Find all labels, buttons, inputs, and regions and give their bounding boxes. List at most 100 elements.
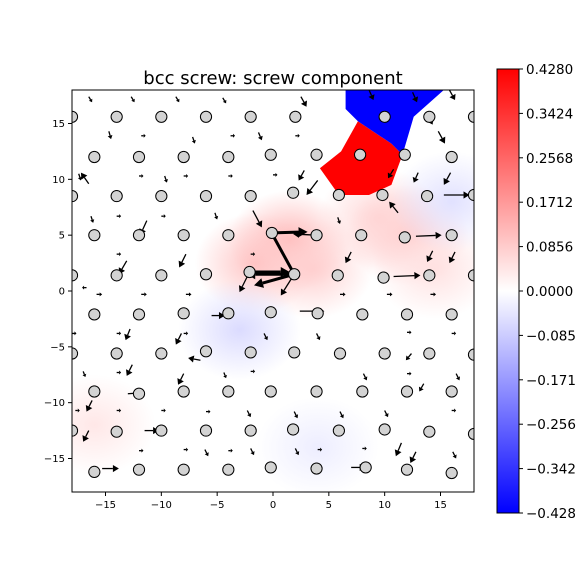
atom-marker [445,466,458,480]
atom-marker [445,229,458,242]
field-glow [390,151,474,252]
displacement-arrow [273,172,278,177]
atom-marker [287,186,300,199]
field-glow [256,397,380,492]
atom-marker [155,424,168,437]
displacement-arrow [178,253,187,268]
displacement-arrow [362,446,367,451]
displacement-arrow [130,96,135,103]
atom-marker [177,385,190,398]
atom-marker [356,385,369,398]
y-axis: −15 −10 −5 0 5 10 15 [44,119,72,465]
displacement-arrow [82,371,87,377]
displacement-arrow [451,408,457,413]
displacement-arrow [250,252,256,257]
displacement-arrow [298,170,305,181]
atom-marker [88,385,101,398]
displacement-arrow [77,173,82,181]
colorbar-bar [496,68,520,514]
atom-marker [288,268,301,281]
atom-marker [264,385,277,398]
y-tick-label: −5 [50,342,65,353]
colorbar-tick-label: −0.1712 [526,373,576,389]
atom-marker [445,385,458,398]
displacement-arrow [124,328,131,341]
atom-marker [423,110,436,123]
atom-marker [359,461,372,474]
displacement-arrow [387,168,395,179]
displacement-arrow [183,173,189,178]
atom-marker [264,306,277,319]
atom-marker [423,269,436,282]
atom-marker [423,347,436,360]
atom-marker [377,271,390,284]
displacement-arrow [116,370,122,375]
atom-marker [423,425,436,438]
displacement-arrow [250,369,256,374]
x-axis: −15 −10 −5 0 5 10 15 [95,492,447,511]
displacement-arrow [430,292,437,297]
atom-marker [445,308,458,321]
displacement-arrow [252,210,263,228]
displacement-arrow [141,292,147,297]
displacement-arrow [107,131,113,140]
colorbar-tick-label: 0.2568 [526,151,573,167]
atom-marker [110,189,123,203]
displacement-arrow [80,172,90,185]
atom-marker [110,269,123,282]
displacement-arrow [139,173,144,178]
displacement-arrow [451,331,457,336]
displacement-arrow [163,175,168,183]
displacement-arrow [214,212,219,220]
displacement-arrow [393,272,421,280]
atom-marker [88,465,101,478]
displacement-arrow [141,133,146,138]
displacement-arrow [344,251,352,264]
x-tick-label: −15 [95,500,116,511]
atom-marker [400,463,414,476]
displacement-arrow [75,408,80,413]
colorbar-tick-label: 0.0856 [526,240,573,256]
displacement-arrow [389,201,399,214]
atom-marker [310,462,323,475]
atom-marker [243,265,256,279]
displacement-arrow [306,180,319,195]
x-tick-label: 5 [326,500,332,511]
atom-marker [222,229,235,242]
atom-marker [177,463,190,476]
atom-marker [421,189,434,203]
displacement-arrow [448,251,456,264]
atom-marker [177,150,190,164]
field-glow [178,279,301,381]
displacement-arrow [405,353,412,361]
displacement-arrow [340,292,346,297]
displacement-arrow [295,133,300,138]
displacement-arrow [96,292,103,297]
atom-marker [310,229,323,242]
displacement-arrow [90,215,95,223]
displacement-arrow [88,96,93,103]
displacement-arrow [386,292,393,297]
atom-marker [132,463,146,476]
displacement-arrow [228,173,233,178]
atom-marker [378,110,391,123]
displacement-arrow [443,191,470,199]
displacement-arrow [411,91,419,103]
atom-marker [287,423,300,436]
displacement-arrow [177,373,185,385]
displacement-arrow [161,214,166,219]
atom-marker [378,347,391,360]
atom-marker [264,461,277,474]
atom-marker [355,229,368,242]
displacement-arrow [263,333,268,341]
atom-marker [376,188,389,202]
displacement-arrow [183,331,189,336]
atom-marker [398,148,411,161]
atom-marker [331,269,344,282]
atom-marker [199,110,213,123]
y-tick-label: −10 [44,398,65,409]
atom-marker [222,463,235,476]
atom-marker [356,308,369,321]
atom-marker [155,269,168,282]
displacement-arrow [116,214,122,219]
